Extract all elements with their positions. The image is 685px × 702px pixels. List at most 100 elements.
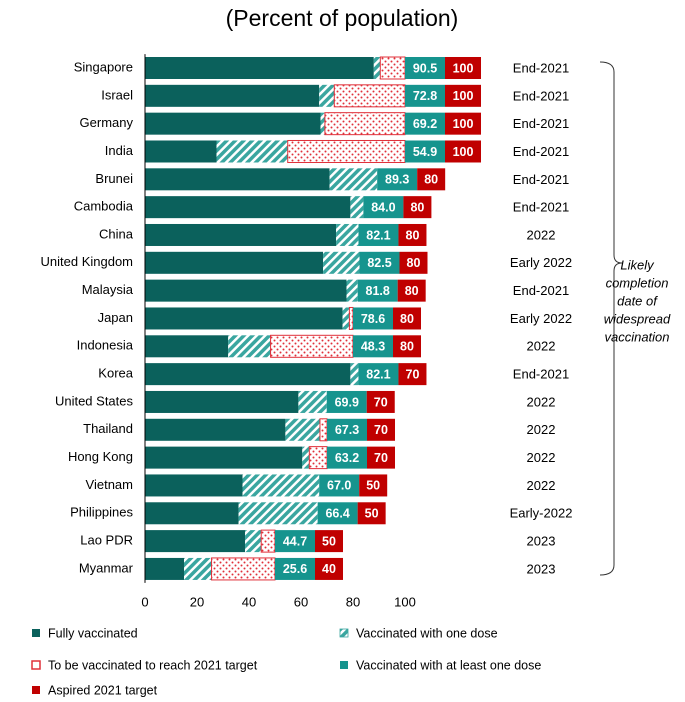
target-box [359,474,388,497]
annotation: Likely [620,257,655,272]
x-tick-label: 0 [141,594,148,609]
legend-marker [32,629,40,637]
value-label: 80 [406,228,420,242]
legend-label: Vaccinated with at least one dose [356,658,541,672]
target-box [393,307,421,330]
bar-segment [342,307,350,330]
legend-label: Vaccinated with one dose [356,626,498,640]
value-label: 70 [374,395,388,409]
bar-segment [145,502,239,525]
category-label: Myanmar [79,560,134,575]
legend-label: To be vaccinated to reach 2021 target [48,658,258,672]
bar-segment [287,139,406,163]
x-tick-label: 40 [242,594,256,609]
target-box [397,279,426,302]
target-box [367,446,395,469]
bar-segment [333,84,406,108]
at-least-one-dose-box [405,84,445,107]
legend-marker [339,628,349,638]
value-label: 89.3 [385,173,409,187]
category-label: Lao PDR [80,533,133,548]
bar-segment [329,168,378,191]
x-tick-label: 20 [190,594,204,609]
value-label: 82.5 [367,256,391,270]
target-box [399,251,428,274]
value-label: 78.6 [361,312,385,326]
value-label: 80 [405,284,419,298]
value-label: 70 [374,423,388,437]
value-label: 50 [366,479,380,493]
category-label: United Kingdom [41,254,134,269]
value-label: 25.6 [283,562,307,576]
value-label: 66.4 [325,507,349,521]
target-box [315,557,343,580]
annotation: vaccination [604,329,669,344]
legend-marker [31,660,41,670]
at-least-one-dose-box [275,530,315,553]
at-least-one-dose-box [405,112,445,135]
bar-segment [320,112,325,135]
x-tick-label: 100 [394,594,416,609]
value-label: 67.0 [327,479,351,493]
bar-segment [270,334,354,358]
bar-segment [145,279,347,302]
at-least-one-dose-box [358,363,399,386]
completion-date: End-2021 [513,116,569,131]
at-least-one-dose-box [353,307,393,330]
category-label: Japan [98,310,133,325]
value-label: 80 [410,200,424,214]
legend-label: Fully vaccinated [48,626,138,640]
bar-segment [145,251,324,274]
bar-segment [145,112,321,135]
annotation: date of [617,293,658,308]
legend-label: Aspired 2021 target [48,683,158,697]
at-least-one-dose-box [363,196,404,219]
value-label: 70 [374,451,388,465]
value-label: 82.1 [366,228,390,242]
bar-segment [211,557,276,581]
category-label: Vietnam [86,477,133,492]
legend-marker [340,661,348,669]
value-label: 67.3 [335,423,359,437]
bar-segment [216,140,288,163]
category-label: Cambodia [74,199,134,214]
category-label: Israel [101,87,133,102]
value-label: 69.2 [413,117,437,131]
bar-segment [145,557,184,580]
completion-date: End-2021 [513,200,569,215]
bar-segment [308,446,328,470]
category-label: Philippines [70,505,133,520]
bar-segment [145,474,243,497]
category-label: Hong Kong [68,449,133,464]
bar-segment [145,363,351,386]
value-label: 82.1 [366,367,390,381]
bar-segment [145,418,286,441]
completion-date: End-2021 [513,60,569,75]
completion-date: 2023 [527,534,556,549]
at-least-one-dose-box [327,418,367,441]
target-box [417,168,446,191]
bar-segment [350,363,359,386]
value-label: 84.0 [371,200,395,214]
target-box [398,223,427,246]
bar-segment [319,418,328,442]
value-label: 80 [400,340,414,354]
category-label: Korea [98,366,133,381]
bar-segment [145,223,337,246]
target-box [445,84,481,107]
bar-segment [348,306,354,330]
at-least-one-dose-box [275,557,315,580]
completion-date: End-2021 [513,283,569,298]
target-box [393,335,421,358]
legend-marker [32,686,40,694]
at-least-one-dose-box [359,251,400,274]
completion-date: 2023 [527,561,556,576]
category-label: Germany [80,115,134,130]
value-label: 80 [407,256,421,270]
bar-segment [145,168,330,191]
target-box [367,418,395,441]
value-label: 40 [322,562,336,576]
bar-segment [145,446,303,469]
bar-segment [302,446,310,469]
target-box [445,140,481,163]
